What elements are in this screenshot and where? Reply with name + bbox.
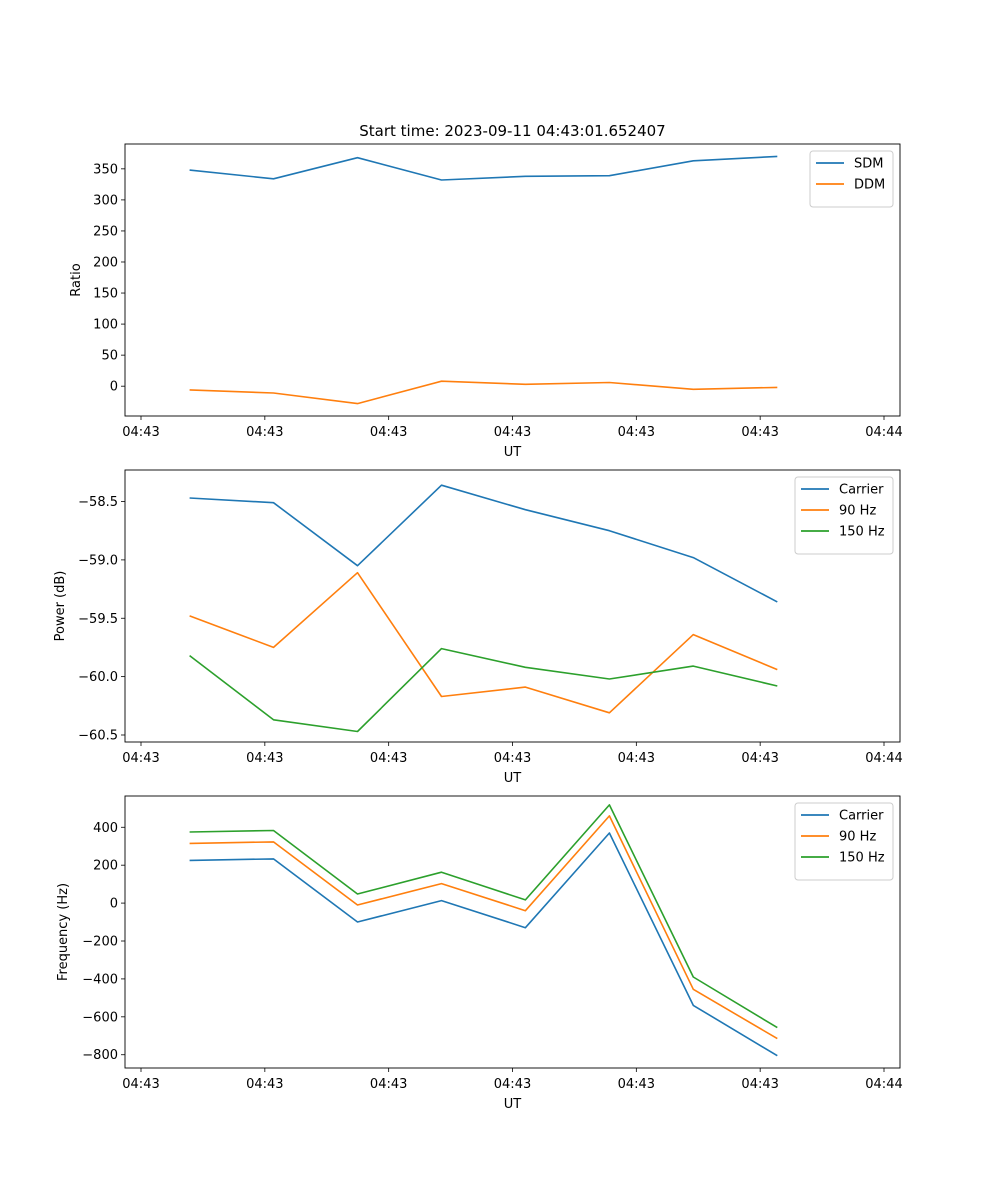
series-line-sdm (189, 155, 778, 181)
x-tick-label: 04:43 (370, 425, 407, 440)
y-tick-label: −59.5 (78, 612, 118, 627)
y-axis-label: Ratio (69, 263, 84, 296)
y-tick-label: 100 (93, 318, 118, 333)
legend-box (794, 802, 894, 881)
legend: Carrier 90 Hz 150 Hz (794, 802, 894, 881)
y-tick-label: 250 (93, 224, 118, 239)
chart-title: Start time: 2023-09-11 04:43:01.652407 (359, 122, 665, 140)
y-tick-label: 0 (110, 897, 118, 912)
x-tick-label: 04:43 (741, 1077, 778, 1092)
x-tick-label: 04:43 (122, 425, 159, 440)
y-tick-label: −59.0 (78, 553, 118, 568)
x-tick-label: 04:43 (618, 425, 655, 440)
legend: SDM DDM (809, 150, 894, 208)
x-axis-label: UT (504, 771, 522, 786)
y-tick-label: 0 (110, 380, 118, 395)
x-tick-label: 04:43 (618, 1077, 655, 1092)
y-tick-label: 300 (93, 193, 118, 208)
legend-label: 150 Hz (839, 525, 885, 540)
legend-label: SDM (854, 157, 883, 172)
y-axis-label: Frequency (Hz) (56, 883, 71, 981)
series-line-carrier (189, 484, 778, 603)
series-line-90-hz (189, 571, 778, 714)
y-axis-label: Power (dB) (53, 571, 68, 642)
x-axis-label: UT (504, 1097, 522, 1112)
x-tick-label: 04:44 (865, 425, 902, 440)
x-tick-label: 04:43 (370, 751, 407, 766)
series-line-ddm (189, 380, 778, 405)
legend-label: Carrier (839, 809, 884, 824)
x-tick-label: 04:43 (246, 1077, 283, 1092)
axes-frame (124, 795, 901, 1069)
x-tick-label: 04:43 (494, 1077, 531, 1092)
legend-label: 90 Hz (839, 830, 876, 845)
x-tick-label: 04:43 (370, 1077, 407, 1092)
x-tick-label: 04:43 (618, 751, 655, 766)
series-line-90-hz (189, 815, 778, 1040)
x-tick-label: 04:43 (741, 425, 778, 440)
x-tick-label: 04:44 (865, 1077, 902, 1092)
x-tick-label: 04:43 (741, 751, 778, 766)
series-line-150-hz (189, 804, 778, 1029)
y-tick-label: 350 (93, 162, 118, 177)
legend-label: DDM (854, 178, 885, 193)
legend-label: Carrier (839, 483, 884, 498)
x-tick-label: 04:43 (494, 751, 531, 766)
series-line-150-hz (189, 647, 778, 733)
y-tick-label: −60.5 (78, 728, 118, 743)
subplot-1: Start time: 2023-09-11 04:43:01.652407 04… (69, 122, 903, 460)
y-tick-label: −600 (82, 1010, 118, 1025)
subplot-2: 04:43 04:43 04:43 04:43 04:43 04:43 04:44 UT −58… (53, 469, 903, 786)
y-tick-label: 200 (93, 255, 118, 270)
y-tick-label: 150 (93, 287, 118, 302)
y-tick-label: 50 (101, 349, 118, 364)
y-tick-label: −800 (82, 1048, 118, 1063)
x-tick-label: 04:44 (865, 751, 902, 766)
y-tick-label: −58.5 (78, 495, 118, 510)
legend-label: 90 Hz (839, 504, 876, 519)
y-tick-label: 400 (93, 821, 118, 836)
y-tick-label: −60.0 (78, 670, 118, 685)
legend-box (809, 150, 894, 208)
x-tick-label: 04:43 (122, 751, 159, 766)
subplot-3: 04:43 04:43 04:43 04:43 04:43 04:43 04:44 UT 400… (56, 795, 903, 1112)
x-tick-label: 04:43 (122, 1077, 159, 1092)
x-tick-label: 04:43 (246, 751, 283, 766)
legend-box (794, 476, 894, 555)
y-tick-label: −400 (82, 972, 118, 987)
x-tick-label: 04:43 (494, 425, 531, 440)
legend: Carrier 90 Hz 150 Hz (794, 476, 894, 555)
y-tick-label: 200 (93, 859, 118, 874)
y-tick-label: −200 (82, 935, 118, 950)
axes-frame (124, 469, 901, 743)
legend-label: 150 Hz (839, 851, 885, 866)
x-tick-label: 04:43 (246, 425, 283, 440)
series-line-carrier (189, 832, 778, 1057)
x-axis-label: UT (504, 445, 522, 460)
axes-frame (124, 143, 901, 417)
